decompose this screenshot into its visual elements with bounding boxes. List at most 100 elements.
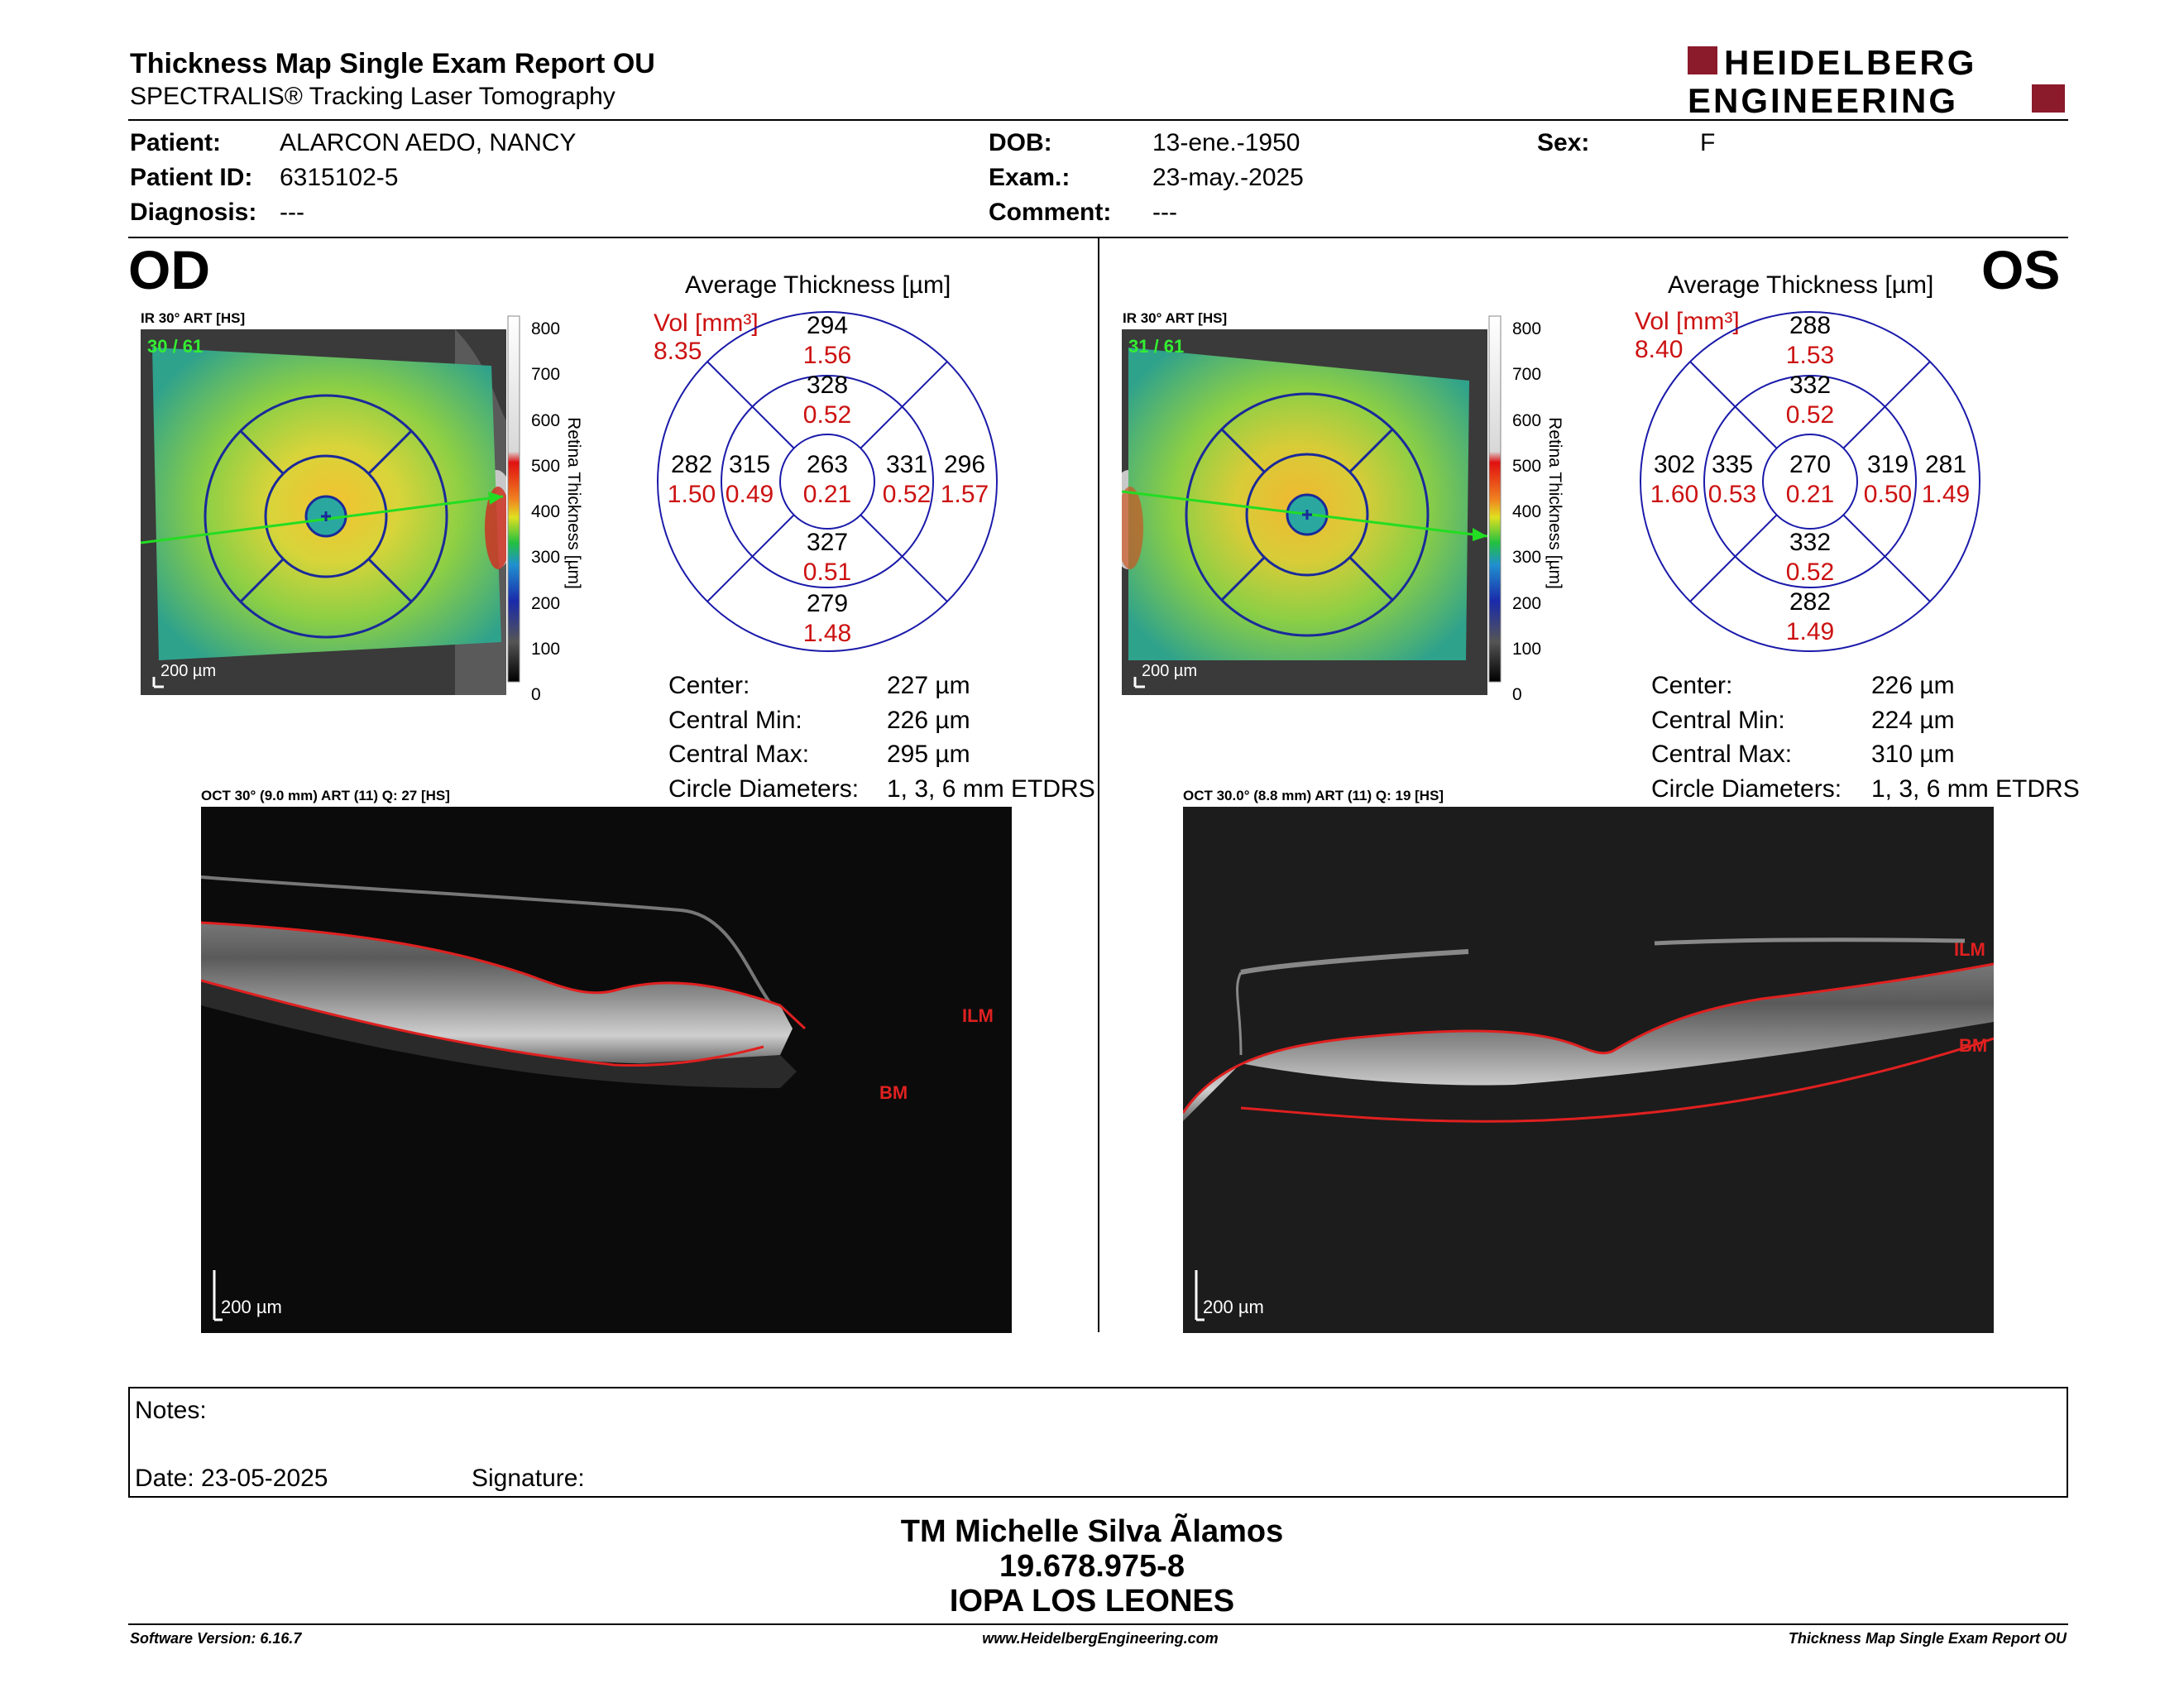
scale-tick: 700 [1512,365,1542,385]
scale-tick: 800 [1512,319,1542,338]
scale-tick: 100 [531,640,561,659]
od-stat-value: 1, 3, 6 mm ETDRS [887,774,1095,803]
software-version: Software Version: 6.16.7 [130,1630,302,1647]
od-stats-labels: Center: Central Min: Central Max: Circle… [668,669,859,806]
os-outer-left: 302 1.60 [1650,451,1699,508]
scale-tick: 0 [1512,685,1522,705]
os-stats-labels: Center: Central Min: Central Max: Circle… [1651,669,1842,806]
os-outer-superior: 288 1.53 [1785,312,1835,369]
os-oct-scalebar: 200 µm [1203,1297,1264,1317]
patient-id: 6315102-5 [280,164,399,191]
od-inner-right: 331 0.52 [882,451,932,508]
os-stat-label: Circle Diameters: [1651,774,1842,803]
od-stats-values: 227 µm 226 µm 295 µm 1, 3, 6 mm ETDRS [887,669,1095,806]
exam-date: 23-may.-2025 [1152,164,1304,191]
os-inner-right: 319 0.50 [1863,451,1913,508]
svg-text:HEIDELBERG: HEIDELBERG [1724,43,1976,82]
od-stat-label: Circle Diameters: [668,774,860,803]
od-stat-value: 227 µm [887,672,970,699]
od-scale-label: Retina Thickness [µm] [564,417,583,589]
scale-tick: 300 [531,548,561,568]
os-outer-right: 281 1.49 [1921,451,1971,508]
os-center: 270 0.21 [1785,451,1835,508]
scale-tick: 800 [531,319,561,338]
od-vol-label: Vol [mm³] [654,309,759,337]
od-outer-superior: 294 1.56 [802,312,852,369]
signer-name: TM Michelle Silva Ãlamos [900,1514,1284,1549]
os-scale-ticks: 800 700 600 500 400 300 200 100 0 [1512,306,1541,718]
dob-label: DOB: [989,129,1052,156]
scale-tick: 0 [531,685,541,705]
od-ir-thickness-map: 30 / 61 200 µm [140,329,516,695]
comment-label: Comment: [989,199,1112,226]
os-inner-left: 335 0.53 [1707,451,1757,508]
od-vol-value: 8.35 [654,338,702,365]
od-inner-inferior: 327 0.51 [802,529,852,586]
scale-tick: 500 [1512,456,1542,476]
os-eye-label: OS [1981,239,2061,300]
scale-tick: 600 [531,410,561,430]
os-ir-thickness-map: 31 / 61 200 µm [1109,329,1488,695]
od-stat-label: Central Max: [668,741,810,768]
signer-rut: 19.678.975-8 [999,1549,1185,1584]
os-etdrs-grid [1636,308,1984,655]
os-frames: 31 / 61 [1128,336,1184,357]
od-oct-label: OCT 30° (9.0 mm) ART (11) Q: 27 [HS] [201,788,450,803]
od-vol: Vol [mm³] 8.35 [654,309,759,366]
os-ilm-label: ILM [1954,939,1985,960]
scale-tick: 600 [1512,410,1542,430]
od-inner-left: 315 0.49 [725,451,774,508]
comment: --- [1152,199,1177,226]
os-oct-bscan: ILM BM 200 µm [1181,807,1995,1333]
os-stat-value: 224 µm [1871,706,1955,734]
od-etdrs-grid [654,308,1001,655]
diagnosis: --- [280,199,304,226]
od-outer-left: 282 1.50 [667,451,716,508]
os-oct-label: OCT 30.0° (8.8 mm) ART (11) Q: 19 [HS] [1183,788,1444,803]
os-stat-label: Central Max: [1651,741,1793,768]
scale-tick: 500 [531,456,561,476]
os-vol-label: Vol [mm³] [1635,308,1740,335]
od-scalebar: 200 µm [160,662,216,680]
website-link[interactable]: www.HeidelbergEngineering.com [982,1630,1219,1647]
od-ir-label: IR 30° ART [HS] [141,310,246,326]
os-stat-label: Center: [1651,672,1733,699]
os-stats-values: 226 µm 224 µm 310 µm 1, 3, 6 mm ETDRS [1871,669,2080,806]
od-frames: 30 / 61 [147,336,203,357]
os-stat-label: Central Min: [1651,706,1785,734]
os-outer-inferior: 282 1.49 [1785,588,1835,645]
os-inner-superior: 332 0.52 [1785,372,1835,429]
notes-box[interactable] [128,1387,2068,1498]
sex-label: Sex: [1537,129,1590,156]
od-ilm-label: ILM [962,1005,994,1026]
od-scale-ticks: 800 700 600 500 400 300 200 100 0 [531,306,560,718]
diagnosis-label: Diagnosis: [130,199,257,226]
od-stat-label: Center: [668,672,750,699]
exam-label: Exam.: [989,164,1070,191]
os-stat-value: 310 µm [1871,741,1955,768]
institution: IOPA LOS LEONES [949,1584,1235,1618]
os-inner-inferior: 332 0.52 [1785,529,1835,586]
od-oct-bscan: ILM BM 200 µm [200,807,1012,1333]
od-outer-right: 296 1.57 [940,451,989,508]
os-vol-value: 8.40 [1635,336,1684,363]
od-bm-label: BM [879,1082,908,1103]
od-color-scale [506,314,597,695]
os-color-scale [1487,314,1578,695]
signature-label: Signature: [472,1465,585,1492]
notes-label: Notes: [135,1397,207,1424]
od-oct-scalebar: 200 µm [221,1297,282,1317]
os-scale-label: Retina Thickness [µm] [1545,417,1564,589]
od-center: 263 0.21 [802,451,852,508]
scale-tick: 400 [1512,502,1542,522]
report-subtitle: SPECTRALIS® Tracking Laser Tomography [130,83,615,110]
os-avg-title: Average Thickness [µm] [1668,271,1934,299]
scale-tick: 200 [531,593,561,613]
od-stat-value: 226 µm [887,706,970,734]
scale-tick: 100 [1512,640,1542,659]
od-stat-value: 295 µm [887,741,970,768]
dob: 13-ene.-1950 [1152,129,1300,156]
sex: F [1700,129,1716,156]
report-title: Thickness Map Single Exam Report OU [130,48,655,79]
svg-text:ENGINEERING: ENGINEERING [1688,81,1958,117]
